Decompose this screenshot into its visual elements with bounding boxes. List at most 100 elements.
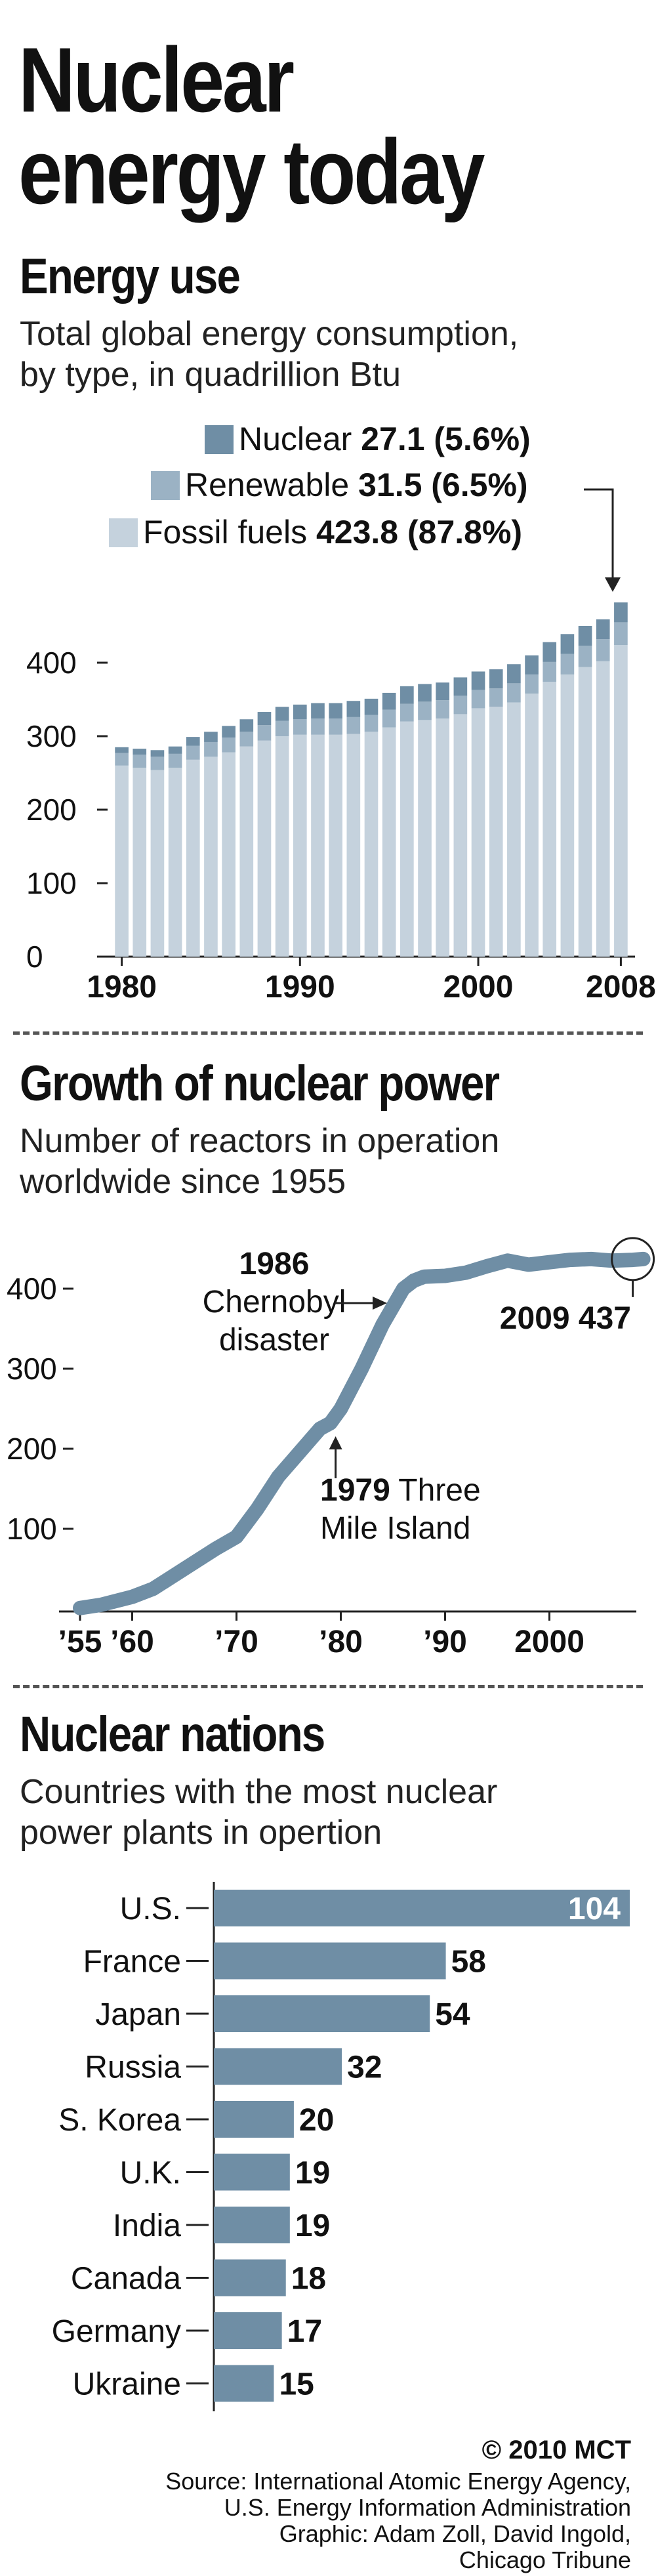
bar-s-korea <box>214 2101 294 2138</box>
bar-renewable-1989 <box>275 720 289 736</box>
bar-nuclear-1983 <box>168 746 182 754</box>
bar-fossil-fuels-1994 <box>364 732 379 957</box>
value-label-ukraine: 15 <box>279 2367 314 2402</box>
bar-nuclear-1992 <box>329 703 342 719</box>
bar-fossil-fuels-1996 <box>400 721 414 957</box>
energy-use-subtitle-line-2: by type, in quadrillion Btu <box>20 356 401 394</box>
bar-fossil-fuels-2003 <box>525 694 539 957</box>
bar-germany <box>214 2312 282 2349</box>
bar-nuclear-2002 <box>507 664 521 684</box>
bar-fossil-fuels-1981 <box>133 768 147 957</box>
bar-nuclear-1980 <box>115 747 129 753</box>
y-tick-0: 0 <box>26 940 43 974</box>
credits-line-1: Source: International Atomic Energy Agen… <box>165 2468 631 2495</box>
value-label-u-s: 104 <box>568 1892 621 1926</box>
annotation-1979-line2: Mile Island <box>320 1511 470 1546</box>
bar-fossil-fuels-1980 <box>115 765 129 957</box>
page-title: Nuclear energy today <box>18 28 485 223</box>
bar-renewable-1996 <box>400 703 414 722</box>
bar-renewable-1988 <box>257 725 272 741</box>
bar-fossil-fuels-2007 <box>596 661 610 957</box>
country-label-ukraine: Ukraine <box>73 2367 181 2402</box>
bar-fossil-fuels-1992 <box>329 734 342 957</box>
bar-nuclear-1995 <box>382 692 396 710</box>
credits: Source: International Atomic Energy Agen… <box>165 2468 631 2573</box>
bar-nuclear-1994 <box>364 698 379 715</box>
title-line-2: energy today <box>18 120 485 223</box>
bar-nuclear-1993 <box>346 701 361 717</box>
bar-nuclear-1999 <box>453 677 468 696</box>
legend-swatch-renewable <box>151 471 180 500</box>
bar-nuclear-1997 <box>418 684 432 702</box>
bar-nuclear-1988 <box>257 712 272 726</box>
country-label-india: India <box>113 2209 181 2243</box>
bar-nuclear-1987 <box>239 719 254 732</box>
bar-renewable-2007 <box>596 639 610 661</box>
bar-fossil-fuels-1983 <box>168 768 182 957</box>
credits-line-2: U.S. Energy Information Administration <box>224 2494 631 2521</box>
bar-fossil-fuels-1991 <box>311 734 325 957</box>
x-tick-1990: 1990 <box>265 970 335 1005</box>
bar-nuclear-1981 <box>133 749 147 755</box>
legend-label-renewable: Renewable <box>185 467 350 503</box>
reactor-growth-chart: 400 300 200 100 ’55’60 ’70 ’80 ’90 2000 1986 Chern… <box>7 1237 655 1659</box>
bar-nuclear-1982 <box>150 750 165 757</box>
bar-nuclear-2007 <box>596 619 610 640</box>
copyright: © 2010 MCT <box>482 2436 631 2464</box>
x-tick-1980: 1980 <box>87 970 157 1005</box>
legend-value-renewable: 31.5 (6.5%) <box>358 467 528 503</box>
bar-nuclear-2001 <box>489 669 503 689</box>
bar-renewable-2003 <box>525 674 539 694</box>
bar-fossil-fuels-1988 <box>257 740 272 957</box>
bar-renewable-1986 <box>222 737 236 753</box>
bar-renewable-2004 <box>543 661 557 682</box>
legend-renewable: Renewable 31.5 (6.5%) <box>151 466 528 504</box>
bar-renewable-1991 <box>311 718 325 735</box>
x-tick-1970: ’70 <box>215 1625 258 1659</box>
nations-subtitle-line-1: Countries with the most nuclear <box>20 1773 498 1811</box>
bar-fossil-fuels-1986 <box>222 752 236 957</box>
bar-fossil-fuels-2004 <box>543 682 557 957</box>
energy-use-subtitle-line-1: Total global energy consumption, <box>20 315 519 353</box>
value-label-s-korea: 20 <box>299 2103 334 2138</box>
country-label-russia: Russia <box>85 2050 181 2085</box>
bar-renewable-2002 <box>507 683 521 703</box>
country-label-france: France <box>83 1945 181 1980</box>
x-tick-1990: ’90 <box>423 1625 467 1659</box>
bar-renewable-1980 <box>115 753 129 766</box>
title-line-1: Nuclear <box>18 28 295 131</box>
legend-leader-line <box>584 488 614 579</box>
x-tick-2008: 2008 <box>586 970 656 1005</box>
bar-renewable-1983 <box>168 753 182 768</box>
bar-fossil-fuels-1985 <box>204 757 218 957</box>
nations-subtitle: Countries with the most nuclear power pl… <box>20 1772 497 1853</box>
bar-france <box>214 1942 446 1980</box>
country-label-canada: Canada <box>71 2262 181 2296</box>
energy-use-heading: Energy use <box>20 249 241 304</box>
bar-renewable-1993 <box>346 717 361 734</box>
annotation-1986-line1: Chernobyl <box>203 1285 346 1319</box>
bar-renewable-1982 <box>150 757 165 770</box>
annotation-2009: 2009 437 <box>500 1301 631 1336</box>
value-label-canada: 18 <box>291 2262 326 2296</box>
bar-fossil-fuels-1984 <box>186 759 200 957</box>
bar-ukraine <box>214 2365 274 2402</box>
bar-fossil-fuels-2002 <box>507 702 521 957</box>
bar-fossil-fuels-2000 <box>471 708 485 957</box>
bar-renewable-1995 <box>382 709 396 728</box>
value-label-u-k: 19 <box>295 2156 330 2191</box>
bar-fossil-fuels-1997 <box>418 720 432 957</box>
y-tick-300: 300 <box>26 719 77 753</box>
legend-value-nuclear: 27.1 (5.6%) <box>361 421 531 457</box>
x-tick-1960: ’60 <box>110 1625 154 1659</box>
value-label-japan: 54 <box>435 1997 470 2032</box>
legend-fossil: Fossil fuels 423.8 (87.8%) <box>109 513 522 551</box>
energy-use-chart: 400 300 200 100 0 1980 1990 2000 2008 <box>26 488 656 1005</box>
bar-nuclear-1991 <box>311 703 325 719</box>
bar-nuclear-2005 <box>560 634 575 654</box>
legend-swatch-nuclear <box>205 425 234 454</box>
annotation-1979-line1: 1979 Three <box>320 1473 481 1508</box>
bar-nuclear-1998 <box>436 682 450 701</box>
bar-renewable-2000 <box>471 690 485 709</box>
bar-renewable-1987 <box>239 732 254 747</box>
